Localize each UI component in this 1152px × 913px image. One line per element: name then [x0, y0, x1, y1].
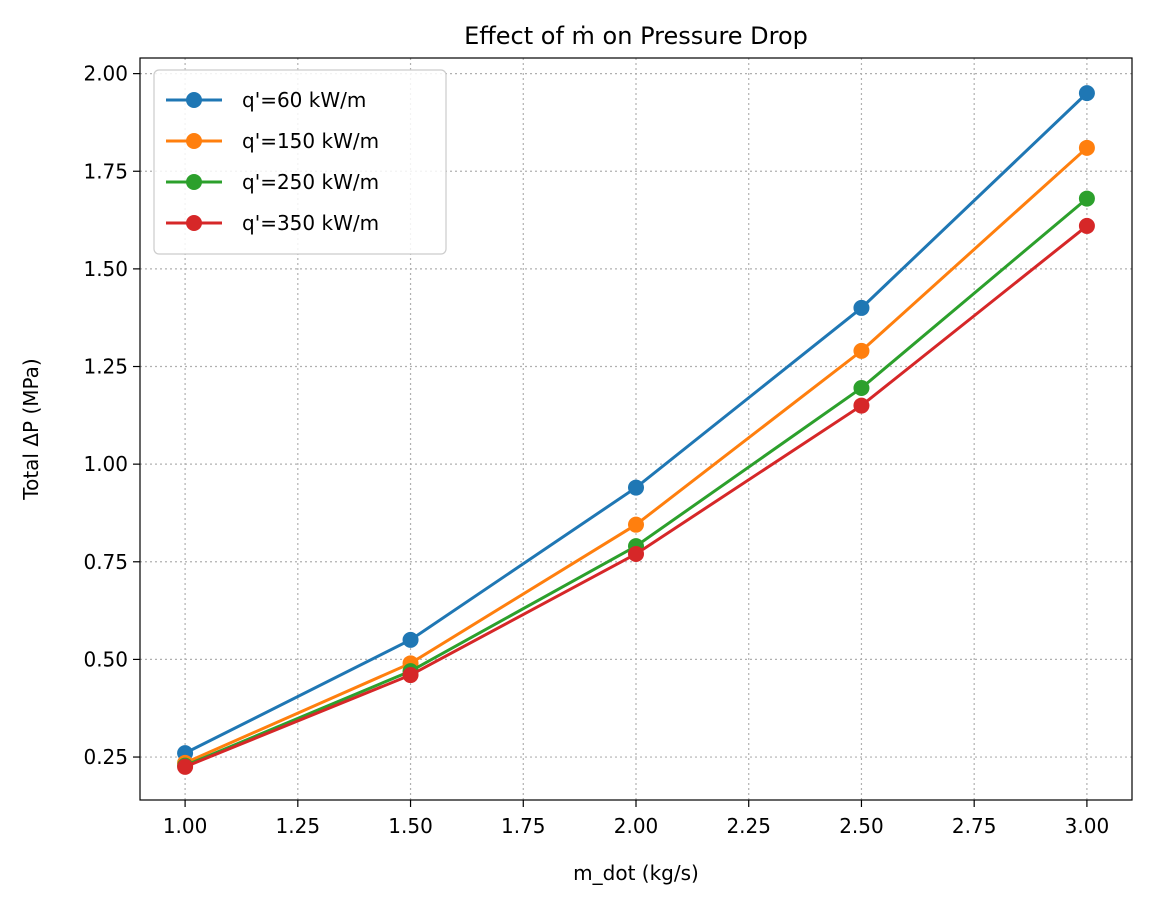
data-point	[628, 479, 644, 496]
y-tick-label: 1.50	[83, 257, 128, 281]
legend-label: q'=350 kW/m	[242, 211, 379, 235]
legend-label: q'=250 kW/m	[242, 170, 379, 194]
chart-title: Effect of ṁ on Pressure Drop	[464, 22, 808, 50]
data-point	[853, 342, 870, 359]
y-tick-label: 2.00	[83, 62, 128, 86]
data-point	[628, 516, 644, 533]
data-point	[177, 758, 194, 775]
data-point	[1078, 217, 1095, 234]
data-point	[853, 379, 870, 396]
x-tick-label: 2.25	[726, 814, 771, 838]
x-tick-label: 1.00	[163, 814, 208, 838]
legend-item: q'=150 kW/m	[166, 129, 379, 153]
series-group	[177, 85, 1095, 775]
data-point	[1078, 190, 1095, 207]
y-tick-label: 1.00	[83, 452, 128, 476]
data-point	[402, 631, 419, 648]
legend-marker	[186, 133, 202, 149]
y-tick-label: 0.50	[83, 647, 128, 671]
x-axis-label: m_dot (kg/s)	[573, 861, 699, 885]
legend-marker	[186, 174, 202, 190]
x-tick-label: 2.50	[839, 814, 884, 838]
legend-label: q'=60 kW/m	[242, 88, 366, 112]
data-point	[1078, 85, 1095, 102]
x-tick-label: 3.00	[1065, 814, 1110, 838]
y-tick-label: 0.75	[83, 550, 128, 574]
data-point	[853, 299, 870, 316]
axis-ticks: 1.00 1.25 1.50 1.75 2.00 2.25 2.50 2.75 3.00 0.25…	[83, 62, 1109, 838]
y-tick-label: 0.25	[83, 745, 128, 769]
legend-item: q'=350 kW/m	[166, 211, 379, 235]
legend: q'=60 kW/m q'=150 kW/m q'=250 kW/m q'=350 k…	[153, 69, 447, 255]
legend-label: q'=150 kW/m	[242, 129, 379, 153]
x-tick-label: 1.25	[276, 814, 321, 838]
legend-box	[153, 69, 447, 255]
y-tick-label: 1.25	[83, 355, 128, 379]
x-tick-label: 1.50	[388, 814, 433, 838]
legend-marker	[186, 215, 202, 231]
legend-item: q'=60 kW/m	[166, 88, 366, 112]
x-tick-label: 2.00	[614, 814, 659, 838]
y-tick-label: 1.75	[83, 159, 128, 183]
x-tick-label: 2.75	[952, 814, 997, 838]
series-4	[177, 217, 1095, 775]
y-axis-label: Total ΔP (MPa)	[19, 358, 43, 500]
legend-marker	[186, 92, 202, 108]
legend-item: q'=250 kW/m	[166, 170, 379, 194]
data-point	[853, 397, 870, 414]
x-tick-label: 1.75	[501, 814, 546, 838]
data-point	[628, 545, 644, 562]
data-point	[1078, 139, 1095, 156]
data-point	[402, 667, 419, 684]
